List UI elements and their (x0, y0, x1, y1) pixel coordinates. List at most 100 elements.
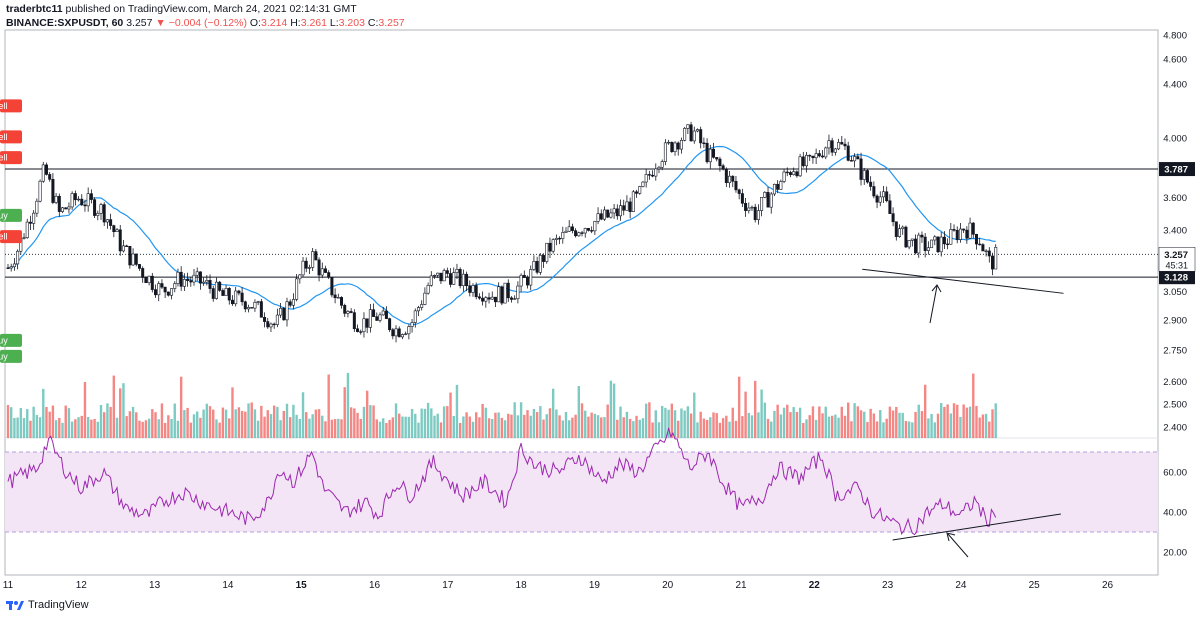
volume-bar (600, 417, 603, 438)
volume-bar (83, 382, 87, 438)
volume-bar (619, 406, 622, 438)
volume-bar (952, 403, 956, 438)
candle (917, 234, 921, 254)
candle (471, 285, 475, 293)
candle (144, 277, 148, 283)
candle (173, 283, 177, 289)
volume-bar (93, 419, 96, 438)
volume-bar (475, 412, 478, 438)
volume-bar (285, 403, 289, 438)
volume-bar (330, 419, 334, 438)
low-value: 3.203 (338, 17, 365, 29)
volume-bar (298, 418, 302, 438)
volume-bar (74, 419, 77, 438)
candle (157, 283, 161, 296)
volume-bar (48, 411, 51, 438)
volume-bar (709, 417, 712, 438)
candle (570, 226, 574, 231)
candle (317, 259, 321, 276)
volume-bar (901, 412, 904, 438)
candle (461, 273, 465, 287)
volume-bar (42, 388, 45, 438)
candle (734, 181, 738, 191)
candle (795, 171, 799, 177)
volume-bar (725, 415, 728, 438)
volume-bar (959, 416, 962, 438)
candle (846, 145, 850, 161)
candle (307, 267, 311, 269)
volume-bar (295, 414, 298, 438)
candle (416, 307, 420, 312)
candle (54, 195, 58, 203)
volume-bar (946, 404, 949, 438)
candle (506, 282, 510, 299)
volume-bar (183, 410, 186, 438)
sell-signal-badge (0, 130, 22, 144)
volume-bar (276, 406, 279, 438)
volume-bar (414, 413, 417, 438)
buy-signal-badge (0, 333, 22, 347)
x-tick-label: 18 (516, 580, 528, 591)
candle (80, 198, 84, 206)
candle (336, 297, 340, 299)
price-trendline (862, 268, 1064, 294)
candle (689, 124, 693, 142)
volume-bar (840, 406, 843, 438)
volume-bar (907, 421, 911, 438)
candle (121, 245, 125, 252)
price-tick-label: 2.900 (1163, 315, 1187, 326)
volume-bar (231, 387, 234, 438)
volume-bar (875, 421, 879, 438)
candle (971, 222, 975, 235)
volume-bar (109, 406, 112, 438)
volume-bar (378, 421, 382, 438)
volume-bar (584, 410, 587, 438)
volume-bar (593, 413, 597, 438)
volume-bar (398, 413, 401, 438)
volume-bar (782, 407, 786, 438)
volume-bar (58, 417, 61, 438)
candle (991, 255, 995, 270)
volume-bar (869, 408, 872, 438)
symbol-label[interactable]: BINANCE:SXPUSDT, 60 (6, 17, 124, 29)
candle (295, 278, 299, 300)
volume-bar (452, 416, 455, 438)
volume-bar (779, 414, 783, 438)
candle (218, 281, 222, 291)
tradingview-brand[interactable]: TradingView (28, 599, 89, 611)
candle (41, 164, 45, 182)
volume-bar (29, 420, 32, 438)
buy-signal-badge (0, 349, 22, 363)
x-tick-label: 23 (882, 580, 894, 591)
x-tick-label: 14 (222, 580, 234, 591)
volume-bar (462, 416, 465, 438)
volume-bar (770, 421, 773, 438)
volume-bar (689, 413, 693, 438)
candle (150, 275, 154, 290)
candle (279, 308, 283, 316)
volume-bar (141, 421, 144, 438)
volume-bar (548, 408, 552, 438)
publisher-name[interactable]: traderbtc11 (6, 3, 63, 15)
price-arrow-head (931, 284, 942, 293)
candle (962, 228, 966, 231)
volume-bar (35, 414, 39, 438)
volume-bar (407, 416, 411, 438)
volume-bar (10, 407, 13, 438)
candle (683, 128, 687, 141)
volume-bar (202, 409, 205, 438)
volume-bar (715, 413, 718, 438)
candle (724, 169, 728, 183)
candle (327, 272, 331, 278)
candle (372, 309, 376, 317)
candle (439, 272, 443, 282)
candle (420, 304, 424, 308)
candle (291, 299, 295, 306)
volume-bar (237, 407, 241, 438)
candle (497, 286, 501, 303)
volume-bar (423, 408, 427, 438)
volume-bar (151, 409, 154, 438)
candle (949, 229, 953, 245)
candle (250, 307, 254, 309)
